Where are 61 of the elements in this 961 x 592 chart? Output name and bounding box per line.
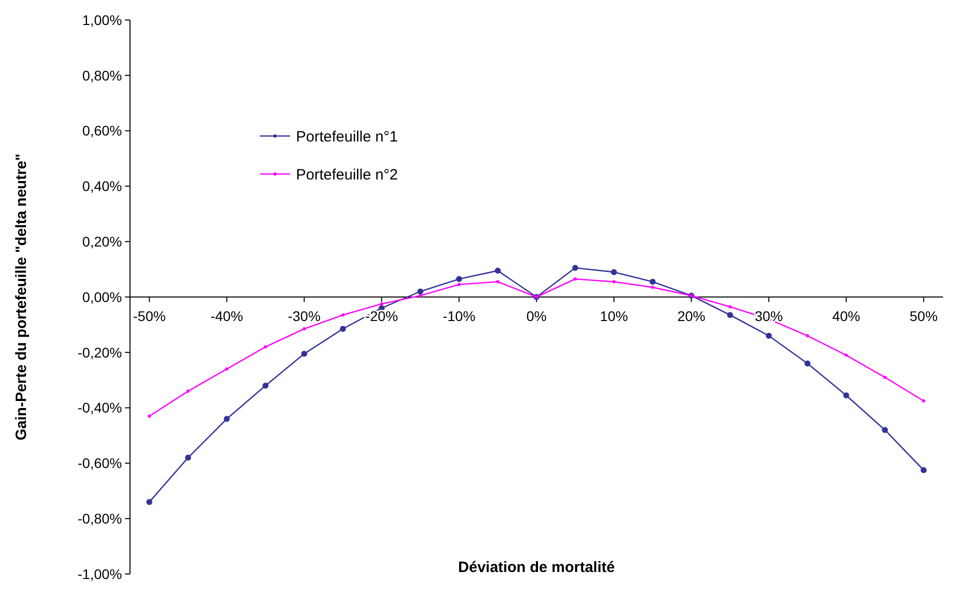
y-tick-label: 1,00%: [82, 12, 122, 28]
point: [766, 332, 772, 339]
point: [728, 305, 732, 308]
point: [224, 416, 230, 422]
point: [264, 345, 268, 348]
point: [418, 294, 422, 298]
point: [225, 367, 228, 371]
point: [302, 327, 306, 330]
x-tick-label: -40%: [210, 308, 244, 324]
point: [883, 376, 887, 379]
x-tick-label: -30%: [288, 308, 321, 324]
point: [920, 467, 927, 474]
point: [574, 277, 577, 281]
point: [572, 264, 578, 271]
point: [843, 392, 850, 398]
x-tick-label: 10%: [600, 308, 628, 324]
point: [340, 326, 346, 332]
y-tick-label: 0,00%: [82, 288, 122, 305]
x-axis-title: Déviation de mortalité: [458, 559, 615, 576]
y-tick-label: 0,40%: [82, 178, 122, 194]
x-tick-label: 20%: [677, 308, 706, 324]
y-tick-label: 0,60%: [82, 122, 122, 139]
legend-label: Portefeuille n°1: [296, 128, 398, 146]
y-tick-label: -0,40%: [78, 400, 122, 416]
point: [650, 278, 656, 285]
point: [651, 286, 654, 289]
point: [146, 498, 152, 505]
x-tick-label: -50%: [133, 308, 166, 324]
x-tick-label: 0%: [526, 308, 547, 324]
point: [456, 276, 462, 282]
x-tick-label: 50%: [910, 308, 938, 324]
point: [417, 288, 424, 294]
point: [804, 360, 810, 366]
y-tick-label: 0,20%: [82, 234, 122, 250]
point: [727, 312, 734, 318]
point: [806, 334, 810, 338]
y-tick-label: -0,20%: [78, 344, 122, 360]
x-tick-label: 40%: [832, 308, 860, 324]
point: [882, 426, 888, 433]
point: [494, 268, 501, 274]
x-tick-label: -20%: [365, 308, 398, 324]
point: [612, 280, 616, 284]
point: [148, 414, 151, 418]
point: [457, 282, 461, 286]
point: [610, 269, 617, 276]
point: [380, 302, 384, 306]
point: [301, 350, 308, 357]
x-tick-label: -10%: [442, 308, 476, 324]
point: [262, 382, 268, 389]
point: [844, 354, 848, 357]
point: [496, 280, 500, 284]
point: [341, 313, 345, 317]
legend-label: Portefeuille n°2: [296, 166, 398, 184]
point: [922, 399, 926, 402]
y-tick-label: 0,80%: [82, 67, 122, 84]
point: [186, 390, 190, 393]
y-tick-label: -0,60%: [78, 455, 122, 472]
y-tick-label: -1,00%: [78, 566, 122, 582]
point: [185, 454, 192, 461]
y-tick-label: -0,80%: [78, 510, 122, 526]
y-axis-title: Gain-Perte du portefeuille "delta neutre": [13, 154, 30, 440]
